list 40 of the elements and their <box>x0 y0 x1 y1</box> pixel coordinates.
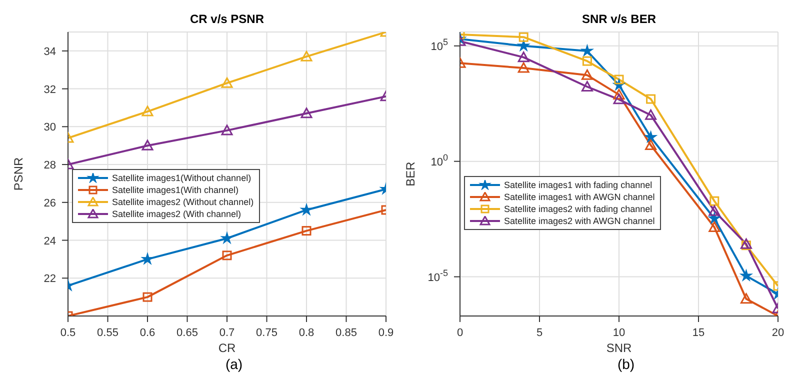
y-tick-label: 30 <box>44 122 56 134</box>
x-tick-label: 20 <box>772 327 784 339</box>
x-tick-label: 0.7 <box>219 327 235 339</box>
legend-label: Satellite images1(Without channel) <box>112 173 252 183</box>
y-tick-label: 24 <box>44 235 56 248</box>
x-tick-label: 10 <box>612 327 626 339</box>
x-tick-label: 0.8 <box>298 327 314 339</box>
legend-label: Satellite images2 with fading channel <box>504 204 652 214</box>
chart-title: CR v/s PSNR <box>188 12 266 26</box>
chart-title: SNR v/s BER <box>580 12 658 26</box>
y-tick-label: 34 <box>44 46 56 58</box>
x-tick-label: 0.9 <box>378 327 394 339</box>
x-tick-label: 0.75 <box>256 327 278 339</box>
y-axis-title: BER <box>403 161 418 186</box>
x-axis-title: CR <box>218 341 236 355</box>
x-tick-label: 0.65 <box>176 327 198 339</box>
y-tick-label: 28 <box>44 160 56 172</box>
x-axis-title: SNR <box>606 341 632 355</box>
legend-label: Satellite images2 with AWGN channel <box>504 216 655 226</box>
x-tick-label: 15 <box>692 327 705 339</box>
legend-label: Satellite images1(With channel) <box>112 185 239 195</box>
y-axis-title: PSNR <box>11 157 26 191</box>
y-tick-label: 32 <box>44 84 56 96</box>
x-tick-label: 0.6 <box>140 327 156 339</box>
text: (a) <box>224 356 244 372</box>
y-tick-label: 10$^{0}$ <box>430 152 448 168</box>
y-tick-label: 10$^{-5}$ <box>428 268 448 284</box>
x-tick-label: 0.55 <box>97 327 118 339</box>
x-tick-label: 5 <box>536 327 543 339</box>
text: (b) <box>616 356 636 372</box>
legend-label: Satellite images2 (With channel) <box>112 209 242 219</box>
y-tick-label: 22 <box>44 273 56 286</box>
legend-label: Satellite images1 with fading channel <box>504 180 652 190</box>
x-tick-label: 0.5 <box>60 327 76 339</box>
x-tick-label: 0 <box>456 327 464 339</box>
y-tick-label: 10$^{5}$ <box>430 36 448 53</box>
legend-label: Satellite images2 (Without channel) <box>112 197 254 207</box>
y-tick-label: 26 <box>44 197 56 210</box>
x-tick-label: 0.85 <box>336 327 357 339</box>
legend-label: Satellite images1 with AWGN channel <box>504 192 655 202</box>
